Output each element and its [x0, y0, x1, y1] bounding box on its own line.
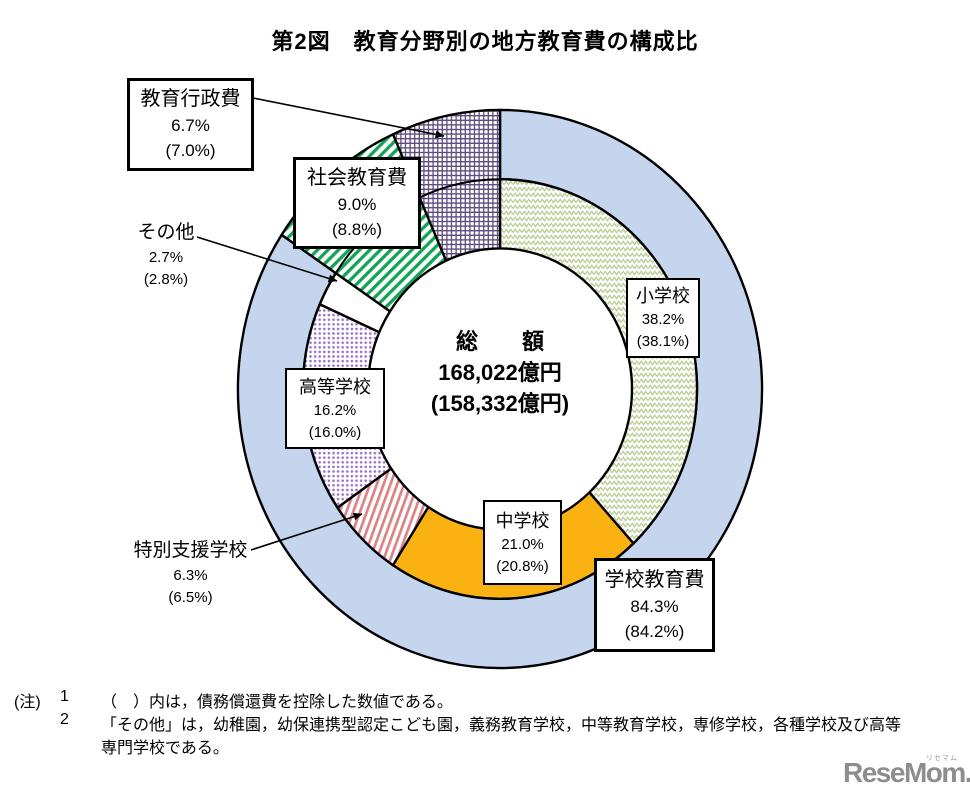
- label-special-needs-school-pct-paren: (6.5%): [168, 588, 213, 606]
- label-special-needs-school-name: 特別支援学校: [133, 540, 248, 562]
- center-total-amount: 168,022億円: [438, 360, 562, 386]
- figure-title: 第2図 教育分野別の地方教育費の構成比: [271, 29, 699, 54]
- label-school-education: 学校教育費 84.3% (84.2%): [594, 558, 715, 652]
- label-junior-high-school-pct-paren: (20.8%): [496, 557, 549, 575]
- label-high-school-name: 高等学校: [299, 376, 371, 397]
- leader-line-education-admin: [247, 96, 445, 139]
- label-school-education-pct: 84.3%: [630, 596, 679, 616]
- label-other-name: その他: [137, 222, 195, 244]
- label-education-admin-name: 教育行政費: [140, 88, 241, 111]
- footnote-prefix: (注): [14, 694, 41, 711]
- footnote-2-text-line1: 「その他」は，幼稚園，幼保連携型認定こども園，義務教育学校，中等教育学校，専修学…: [101, 717, 902, 734]
- label-social-education-pct-paren: (8.8%): [331, 219, 383, 239]
- center-total-amount-excl-debt: (158,332億円): [430, 391, 570, 417]
- label-elementary-school-pct: 38.2%: [641, 311, 685, 329]
- footnote-1-number: 1: [60, 688, 69, 705]
- center-total: 総 額 168,022億円 (158,332億円): [368, 326, 632, 420]
- label-special-needs-school: 特別支援学校 6.3% (6.5%): [113, 530, 268, 616]
- label-elementary-school: 小学校 38.2% (38.1%): [626, 278, 700, 358]
- label-high-school-pct-paren: (16.0%): [308, 423, 362, 441]
- label-social-education: 社会教育費 9.0% (8.8%): [293, 157, 421, 249]
- label-junior-high-school-name: 中学校: [495, 510, 550, 531]
- label-junior-high-school: 中学校 21.0% (20.8%): [483, 500, 562, 585]
- leader-line-other: [196, 236, 338, 283]
- footnote-2-number: 2: [60, 711, 69, 728]
- donut-chart: [196, 96, 764, 670]
- resemom-logo-text: ReseMom.: [843, 757, 970, 788]
- label-education-admin-pct-paren: (7.0%): [165, 141, 216, 160]
- label-other: その他 2.7% (2.8%): [103, 216, 229, 294]
- label-social-education-name: 社会教育費: [307, 166, 407, 189]
- label-school-education-pct-paren: (84.2%): [624, 621, 685, 641]
- label-school-education-name: 学校教育費: [604, 568, 705, 591]
- label-special-needs-school-pct: 6.3%: [173, 567, 208, 585]
- footnote-2-text-line2: 専門学校である。: [101, 740, 229, 757]
- label-junior-high-school-pct: 21.0%: [501, 535, 544, 553]
- label-high-school-pct: 16.2%: [313, 401, 357, 419]
- label-social-education-pct: 9.0%: [337, 194, 377, 214]
- center-total-title: 総 額: [455, 329, 544, 354]
- label-elementary-school-pct-paren: (38.1%): [636, 333, 690, 351]
- label-other-pct: 2.7%: [148, 249, 184, 267]
- footnote-1-text: （ ）内は，債務償還費を控除した数値である。: [101, 694, 453, 711]
- wedge-education-admin: [391, 108, 502, 262]
- label-high-school: 高等学校 16.2% (16.0%): [285, 368, 385, 449]
- label-elementary-school-name: 小学校: [636, 286, 690, 307]
- resemom-logo-ruby: リセマム: [926, 755, 958, 762]
- wedge-elementary-school: [498, 178, 699, 545]
- label-other-pct-paren: (2.8%): [143, 270, 189, 288]
- leader-line-special-needs-school: [250, 512, 363, 551]
- resemom-logo: リセマム ReseMom.: [843, 753, 970, 793]
- label-education-admin: 教育行政費 6.7% (7.0%): [127, 78, 254, 171]
- label-education-admin-pct: 6.7%: [171, 116, 210, 136]
- footnotes: (注) 1 （ ）内は，債務償還費を控除した数値である。 2 「その他」は，幼稚…: [0, 688, 970, 768]
